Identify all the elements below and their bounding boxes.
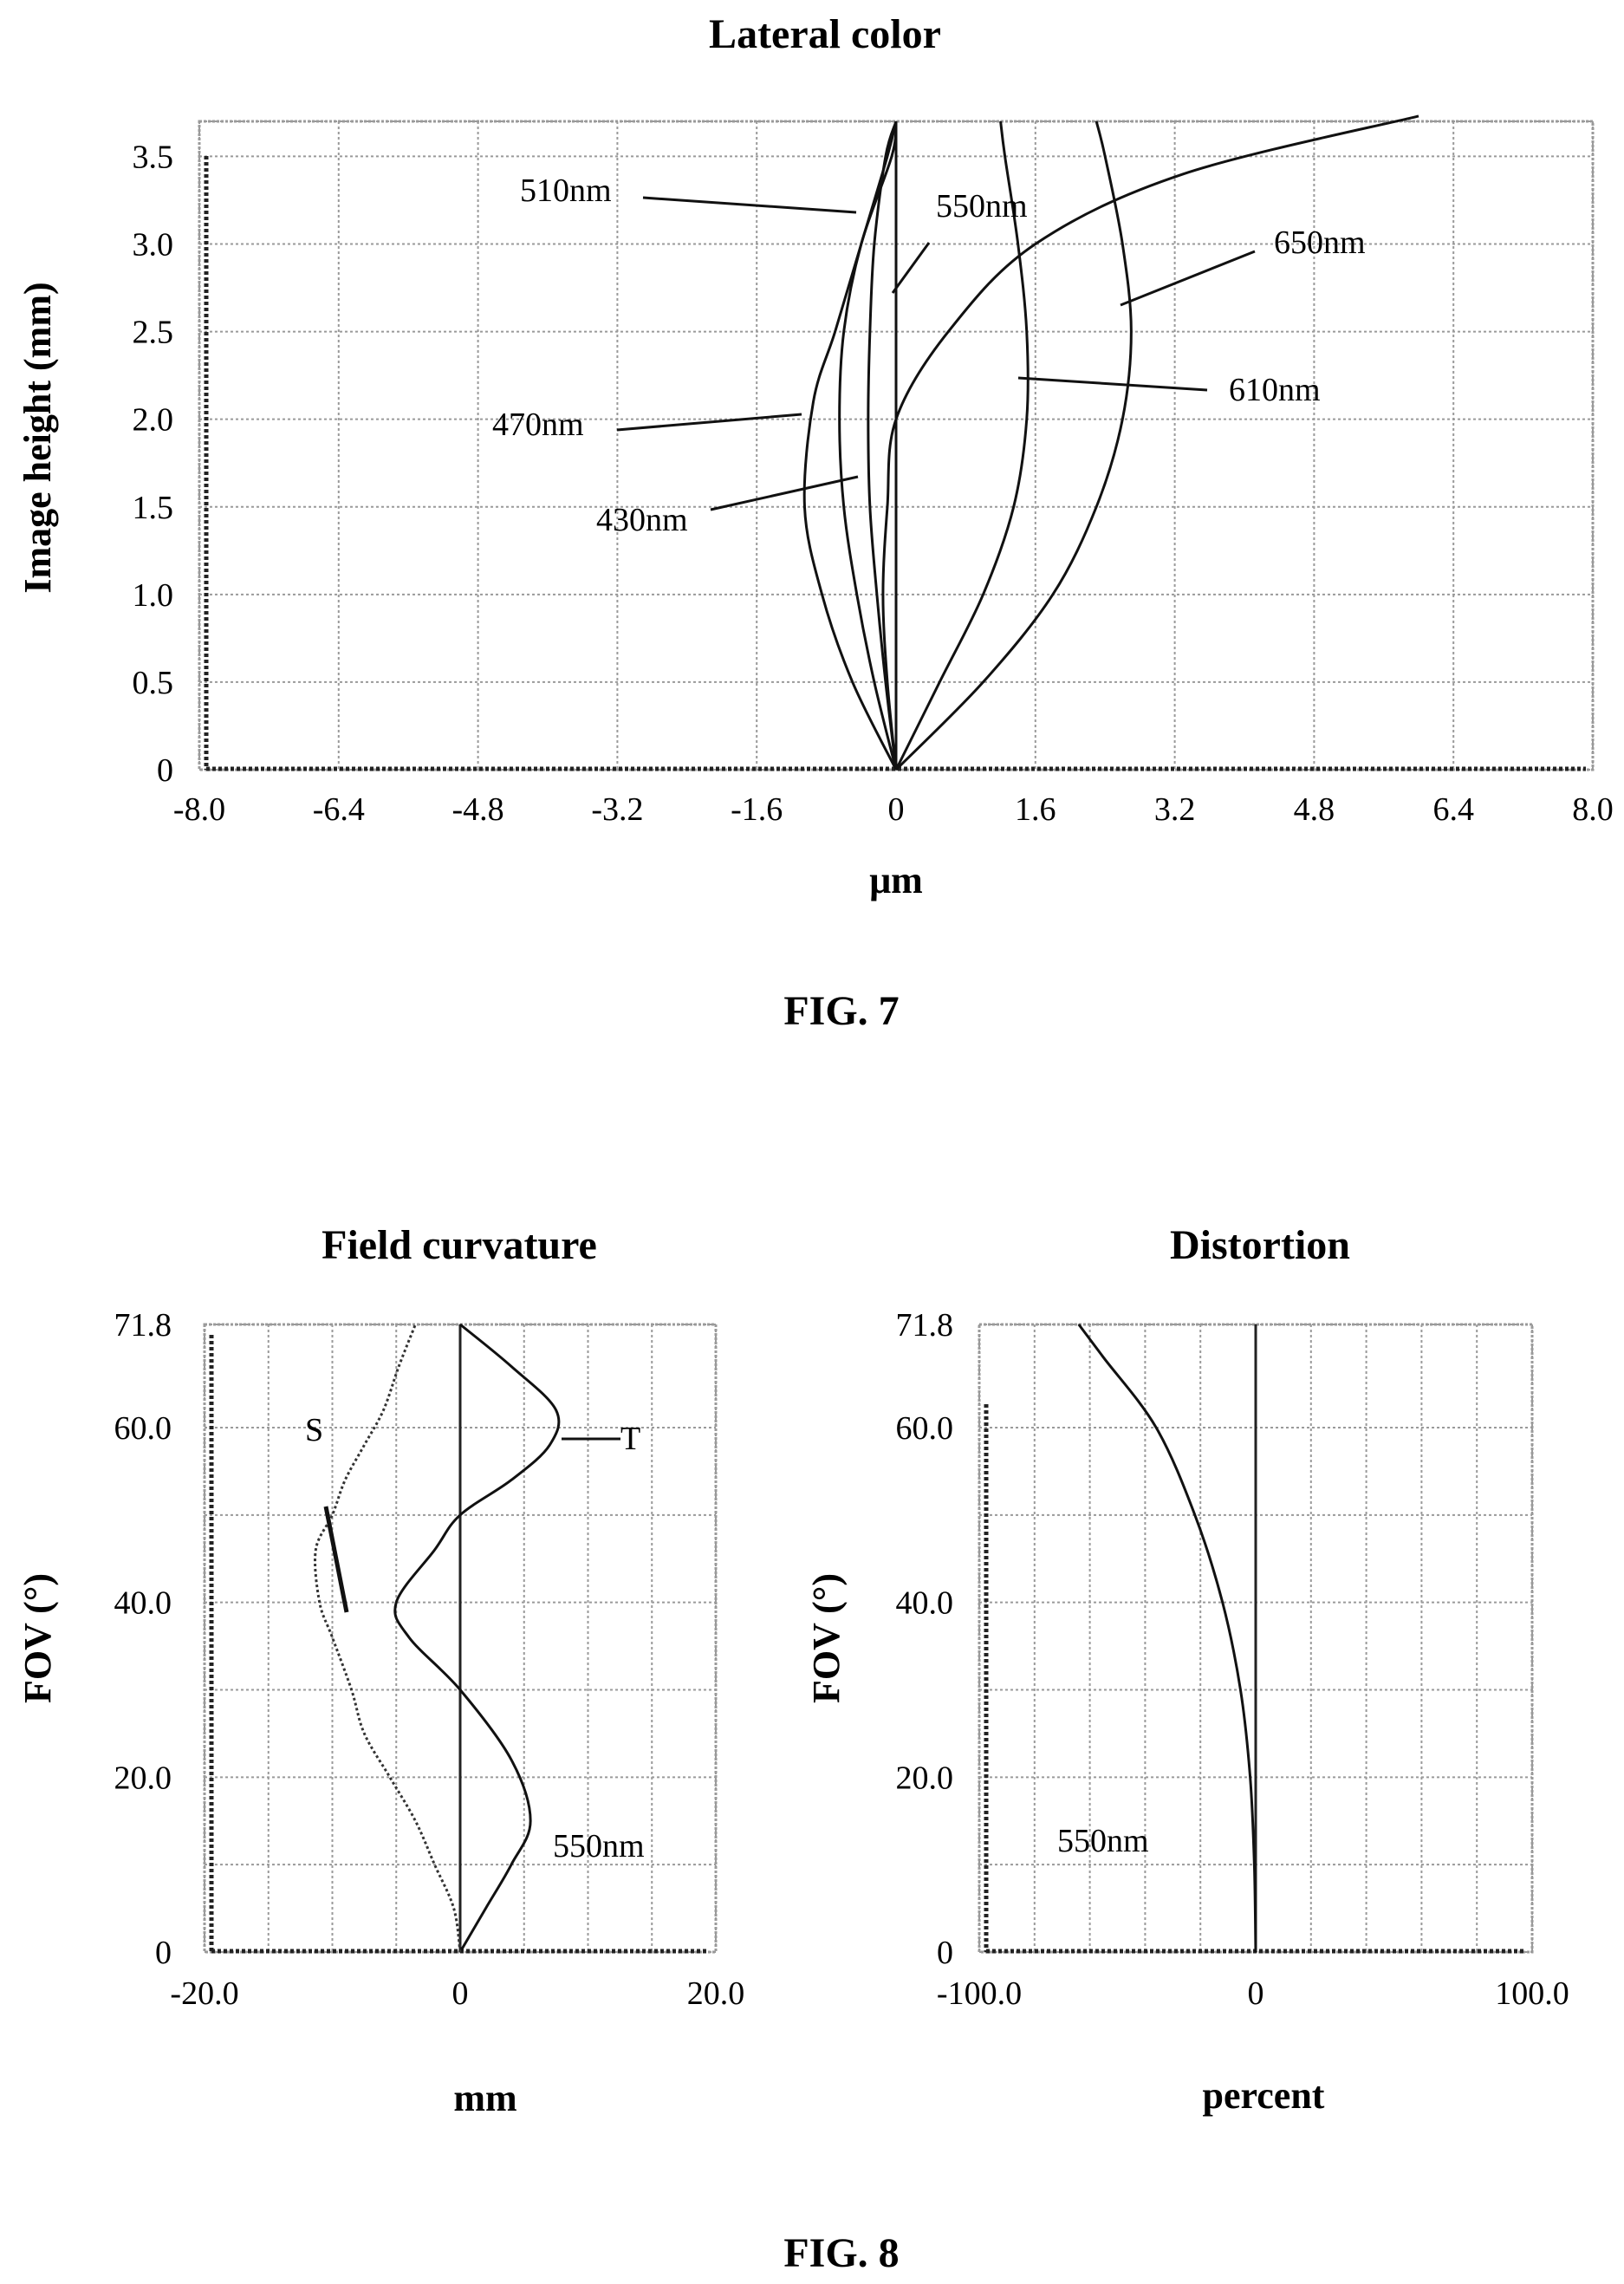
- lateral-color-title: Lateral color: [709, 11, 941, 57]
- field-curvature-ylabel: FOV (°): [16, 1573, 59, 1703]
- distortion-y-tick-label: 40.0: [896, 1585, 954, 1622]
- field-curvature-x-tick-label: -20.0: [170, 1975, 238, 2012]
- lateral-color-y-tick-label: 1.5: [133, 490, 174, 526]
- field-curvature-y-tick-label: 71.8: [114, 1307, 172, 1344]
- lateral-color-series-610nm: [894, 120, 1030, 771]
- distortion-y-tick-label: 60.0: [896, 1410, 954, 1447]
- leader-550nm: [891, 242, 931, 294]
- distortion-x-tick-label: 100.0: [1495, 1975, 1569, 2012]
- lateral-color-x-tick-label: -1.6: [731, 791, 783, 828]
- leader-430nm: [710, 475, 859, 511]
- label-510nm: 510nm: [520, 172, 612, 209]
- distortion-grid: -100.0 0 100.0 0 20.0 40.0 60.0 71.8: [896, 1307, 1569, 2012]
- lateral-color-curves: [802, 114, 1419, 771]
- lateral-color-y-tick-label: 0.5: [133, 665, 174, 701]
- distortion-title: Distortion: [1170, 1222, 1350, 1268]
- fig8-caption: FIG. 8: [783, 2230, 899, 2276]
- lateral-color-ylabel: Image height (mm): [16, 282, 59, 593]
- field-curvature-series-t: [393, 1323, 561, 1953]
- lateral-color-x-tick-label: -3.2: [591, 791, 643, 828]
- leader-470nm: [616, 413, 802, 432]
- lateral-color-x-tick-label: 8.0: [1572, 791, 1614, 828]
- field-curvature-x-tick-label: 0: [452, 1975, 469, 2012]
- lateral-color-xlabel: μm: [869, 859, 923, 901]
- distortion-series-550nm: [1077, 1324, 1257, 1953]
- label-550nm-distortion: 550nm: [1057, 1823, 1149, 1859]
- lateral-color-series-430nm: [838, 120, 898, 771]
- distortion-xlabel: percent: [1203, 2074, 1325, 2117]
- lateral-color-y-tick-label: 3.5: [133, 139, 174, 175]
- lateral-color-x-tick-label: 1.6: [1015, 791, 1056, 828]
- label-550nm: 550nm: [936, 188, 1028, 224]
- field-curvature-title: Field curvature: [322, 1222, 597, 1268]
- lateral-color-x-tick-label: 4.8: [1294, 791, 1335, 828]
- distortion-chart: Distortion -100.0 0 100.0 0 20.0 40.0 60.0 71.8…: [805, 1222, 1569, 2117]
- distortion-x-tick-label: -100.0: [937, 1975, 1022, 2012]
- lateral-color-y-tick-label: 0: [157, 752, 173, 789]
- lateral-color-x-tick-label: 3.2: [1154, 791, 1196, 828]
- distortion-ylabel: FOV (°): [805, 1573, 848, 1703]
- lateral-color-y-tick-label: 1.0: [133, 577, 174, 614]
- field-curvature-y-tick-label: 40.0: [114, 1585, 172, 1622]
- distortion-y-tick-label: 0: [937, 1935, 953, 1971]
- lateral-color-y-tick-label: 3.0: [133, 227, 174, 264]
- lateral-color-series-470nm: [802, 120, 898, 771]
- fig7-caption: FIG. 7: [783, 988, 899, 1034]
- lateral-color-chart: Lateral color -8.0 -6.4 -4.8 -3.2 -1.6 0 1.6 3.…: [16, 11, 1614, 1034]
- label-S: S: [305, 1412, 323, 1448]
- leader-650nm: [1120, 250, 1256, 307]
- leader-S: [323, 1506, 349, 1613]
- field-curvature-x-tick-label: 20.0: [687, 1975, 745, 2012]
- label-550nm-fc: 550nm: [553, 1828, 645, 1864]
- field-curvature-xlabel: mm: [453, 2077, 516, 2119]
- leader-610nm: [1017, 376, 1208, 392]
- lateral-color-y-tick-label: 2.0: [133, 402, 174, 439]
- distortion-curves: [1077, 1324, 1257, 1953]
- lateral-color-y-tick-label: 2.5: [133, 315, 174, 351]
- lateral-color-series-unlabeled: [881, 114, 1419, 771]
- field-curvature-y-tick-label: 20.0: [114, 1760, 172, 1796]
- distortion-x-tick-label: 0: [1248, 1975, 1264, 2012]
- label-430nm: 430nm: [596, 502, 688, 538]
- lateral-color-series-510nm: [867, 120, 898, 771]
- lateral-color-x-tick-label: 0: [888, 791, 905, 828]
- label-610nm: 610nm: [1229, 372, 1321, 408]
- field-curvature-y-tick-label: 0: [155, 1935, 172, 1971]
- field-curvature-y-tick-label: 60.0: [114, 1410, 172, 1447]
- lateral-color-x-tick-label: -4.8: [452, 791, 504, 828]
- field-curvature-chart: Field curvature -20.0 0 20.0 0 20.0 40.0 60.0 7…: [16, 1222, 744, 2119]
- lateral-color-x-tick-label: -6.4: [313, 791, 365, 828]
- lateral-color-x-tick-label: -8.0: [173, 791, 225, 828]
- distortion-y-tick-label: 71.8: [896, 1307, 954, 1344]
- label-470nm: 470nm: [492, 407, 584, 443]
- field-curvature-curves: [314, 1323, 561, 1953]
- leader-510nm: [642, 196, 857, 214]
- field-curvature-series-s: [314, 1324, 462, 1953]
- label-T: T: [620, 1421, 640, 1457]
- label-650nm: 650nm: [1274, 224, 1366, 261]
- lateral-color-series-650nm: [894, 120, 1133, 771]
- lateral-color-x-tick-label: 6.4: [1432, 791, 1474, 828]
- distortion-y-tick-label: 20.0: [896, 1760, 954, 1796]
